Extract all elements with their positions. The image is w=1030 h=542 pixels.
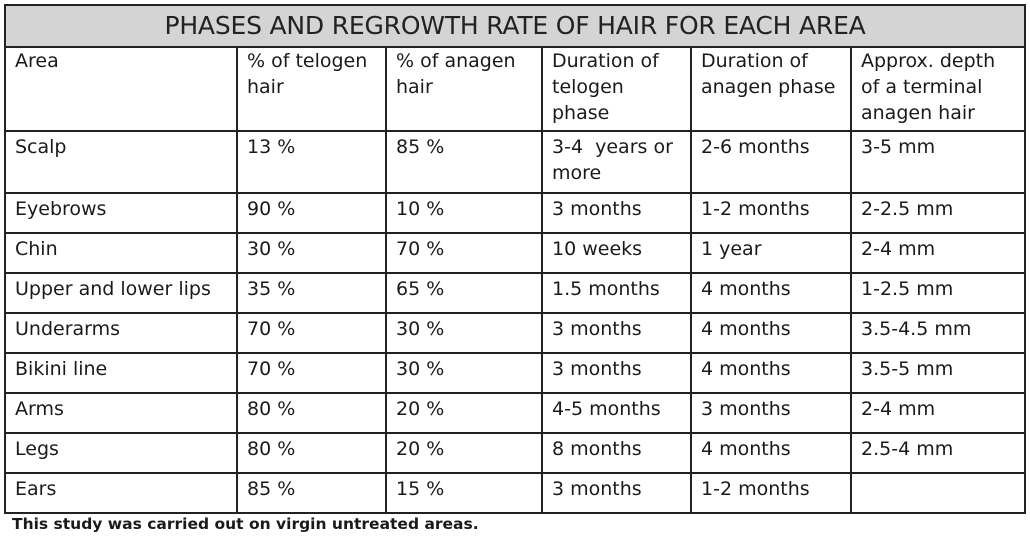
cell-area: Bikini line [4, 352, 238, 394]
footnote: This study was carried out on virgin unt… [12, 515, 479, 533]
cell-depth: 2.5-4 mm [849, 432, 1027, 474]
cell-telogen-duration: 3-4 years or more [541, 130, 692, 194]
cell-anagen-percent: 20 % [385, 432, 543, 474]
table-row-chin: Chin 30 % 70 % 10 weeks 1 year 2-4 mm [4, 232, 1027, 274]
cell-area: Eyebrows [4, 192, 238, 234]
table-title: PHASES AND REGROWTH RATE OF HAIR FOR EAC… [3, 4, 1027, 48]
cell-area: Underarms [4, 312, 238, 354]
cell-telogen-percent: 80 % [236, 432, 387, 474]
cell-telogen-duration: 8 months [541, 432, 692, 474]
column-header-area: Area [4, 46, 238, 132]
header-row: Area % of telogen hair % of anagen hair … [4, 46, 1027, 132]
column-header-depth: Approx. depth of a terminal anagen hair [849, 46, 1027, 132]
cell-anagen-percent: 30 % [385, 352, 543, 394]
hair-table-container: PHASES AND REGROWTH RATE OF HAIR FOR EAC… [3, 4, 1027, 514]
cell-telogen-duration: 3 months [541, 192, 692, 234]
cell-telogen-percent: 85 % [236, 472, 387, 514]
cell-anagen-duration: 3 months [690, 392, 852, 434]
column-header-anagen-percent: % of anagen hair [385, 46, 543, 132]
cell-depth: 3.5-4.5 mm [849, 312, 1027, 354]
cell-depth: 3.5-5 mm [849, 352, 1027, 394]
cell-area: Legs [4, 432, 238, 474]
cell-telogen-percent: 13 % [236, 130, 387, 194]
cell-telogen-duration: 3 months [541, 312, 692, 354]
cell-telogen-percent: 90 % [236, 192, 387, 234]
table-row-scalp: Scalp 13 % 85 % 3-4 years or more 2-6 mo… [4, 130, 1027, 194]
cell-telogen-percent: 80 % [236, 392, 387, 434]
cell-anagen-duration: 1 year [690, 232, 852, 274]
cell-depth: 1-2.5 mm [849, 272, 1027, 314]
cell-anagen-percent: 65 % [385, 272, 543, 314]
cell-depth: 2-2.5 mm [849, 192, 1027, 234]
cell-telogen-duration: 10 weeks [541, 232, 692, 274]
cell-telogen-duration: 4-5 months [541, 392, 692, 434]
cell-anagen-duration: 4 months [690, 352, 852, 394]
table-row-legs: Legs 80 % 20 % 8 months 4 months 2.5-4 m… [4, 432, 1027, 474]
cell-telogen-duration: 3 months [541, 352, 692, 394]
table-row-lips: Upper and lower lips 35 % 65 % 1.5 month… [4, 272, 1027, 314]
cell-anagen-duration: 1-2 months [690, 472, 852, 514]
cell-area: Arms [4, 392, 238, 434]
column-header-telogen-duration: Duration of telogen phase [541, 46, 692, 132]
hair-regrowth-table: PHASES AND REGROWTH RATE OF HAIR FOR EAC… [3, 4, 1027, 514]
cell-telogen-duration: 1.5 months [541, 272, 692, 314]
cell-anagen-duration: 2-6 months [690, 130, 852, 194]
cell-telogen-duration: 3 months [541, 472, 692, 514]
cell-anagen-percent: 85 % [385, 130, 543, 194]
cell-depth: 2-4 mm [849, 232, 1027, 274]
cell-area: Chin [4, 232, 238, 274]
cell-anagen-percent: 15 % [385, 472, 543, 514]
column-header-telogen-percent: % of telogen hair [236, 46, 387, 132]
cell-anagen-duration: 4 months [690, 272, 852, 314]
cell-depth [849, 472, 1027, 514]
cell-telogen-percent: 35 % [236, 272, 387, 314]
cell-area: Upper and lower lips [4, 272, 238, 314]
cell-area: Ears [4, 472, 238, 514]
table-row-ears: Ears 85 % 15 % 3 months 1-2 months [4, 472, 1027, 514]
cell-anagen-percent: 70 % [385, 232, 543, 274]
cell-area: Scalp [4, 130, 238, 194]
cell-anagen-duration: 4 months [690, 312, 852, 354]
table-row-eyebrows: Eyebrows 90 % 10 % 3 months 1-2 months 2… [4, 192, 1027, 234]
cell-anagen-percent: 10 % [385, 192, 543, 234]
table-row-arms: Arms 80 % 20 % 4-5 months 3 months 2-4 m… [4, 392, 1027, 434]
cell-depth: 3-5 mm [849, 130, 1027, 194]
table-row-bikini-line: Bikini line 70 % 30 % 3 months 4 months … [4, 352, 1027, 394]
cell-anagen-percent: 30 % [385, 312, 543, 354]
cell-telogen-percent: 70 % [236, 352, 387, 394]
cell-anagen-duration: 4 months [690, 432, 852, 474]
cell-anagen-duration: 1-2 months [690, 192, 852, 234]
cell-telogen-percent: 30 % [236, 232, 387, 274]
cell-anagen-percent: 20 % [385, 392, 543, 434]
cell-depth: 2-4 mm [849, 392, 1027, 434]
table-row-underarms: Underarms 70 % 30 % 3 months 4 months 3.… [4, 312, 1027, 354]
column-header-anagen-duration: Duration of anagen phase [690, 46, 852, 132]
cell-telogen-percent: 70 % [236, 312, 387, 354]
